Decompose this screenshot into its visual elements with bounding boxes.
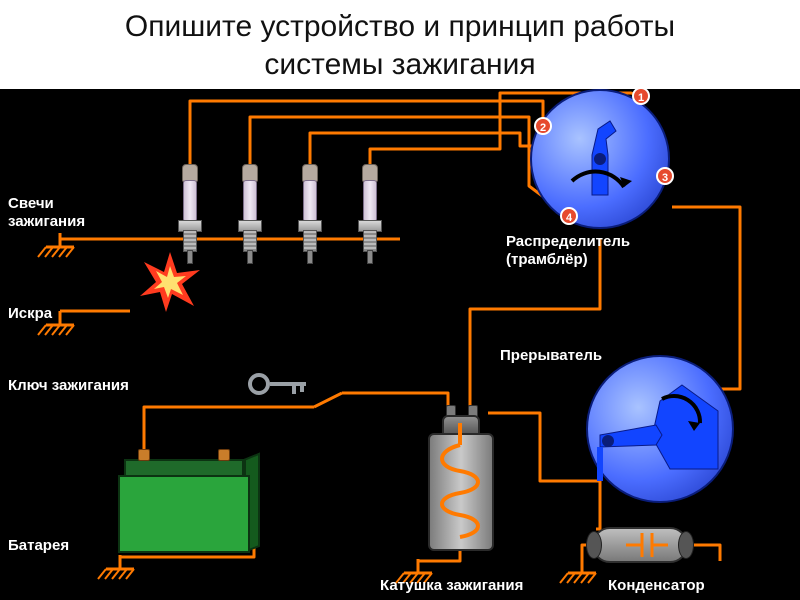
title-line-2: системы зажигания bbox=[20, 46, 780, 84]
label-spark: Искра bbox=[8, 305, 52, 323]
label-coil: Катушка зажигания bbox=[380, 577, 523, 595]
spark-plug-2 bbox=[232, 164, 268, 274]
page-title: Опишите устройство и принцип работы сист… bbox=[0, 0, 800, 89]
label-spark-plugs-text: Свечи зажигания bbox=[8, 195, 85, 230]
label-distributor-l2: (трамблёр) bbox=[506, 251, 588, 269]
label-distributor-l1: Распределитель bbox=[506, 233, 630, 251]
label-breaker: Прерыватель bbox=[500, 347, 602, 365]
spark-plug-4 bbox=[352, 164, 388, 274]
label-ignition-key: Ключ зажигания bbox=[8, 377, 129, 395]
spark-icon bbox=[130, 247, 210, 317]
label-spark-plugs: Свечи зажигания bbox=[8, 195, 118, 231]
ignition-diagram: 1 2 3 4 bbox=[0, 89, 800, 600]
label-capacitor: Конденсатор bbox=[608, 577, 705, 595]
title-line-1: Опишите устройство и принцип работы bbox=[20, 8, 780, 46]
spark-plug-3 bbox=[292, 164, 328, 274]
label-battery: Батарея bbox=[8, 537, 69, 555]
capacitor-symbol-svg bbox=[586, 521, 726, 581]
coil-winding-svg bbox=[420, 415, 540, 575]
